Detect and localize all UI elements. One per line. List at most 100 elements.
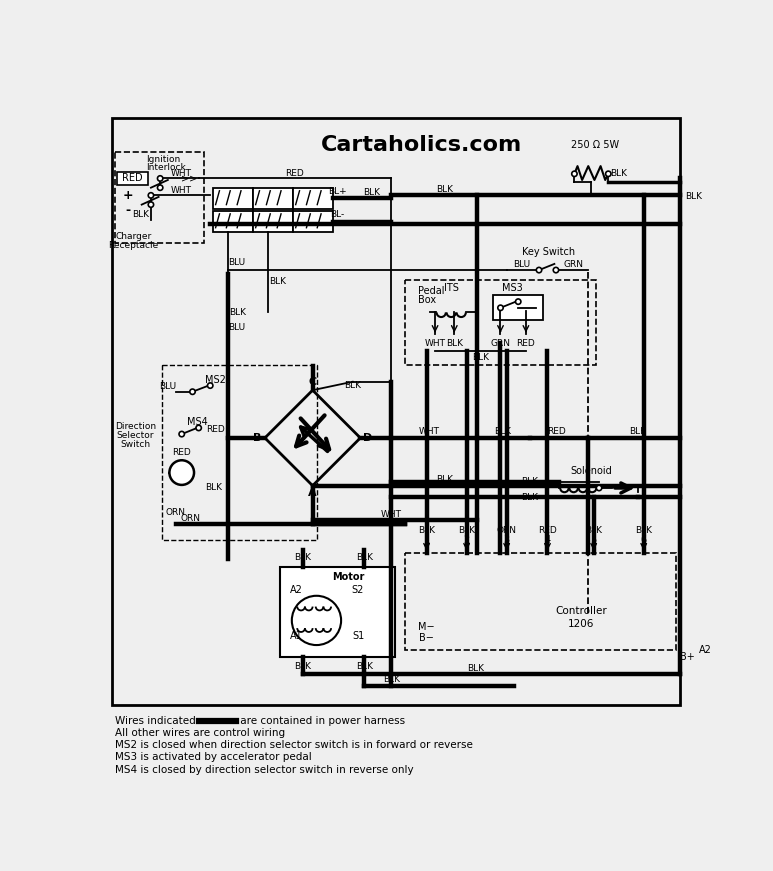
Bar — [253, 187, 293, 209]
Text: BLK: BLK — [344, 381, 361, 390]
Text: BLK: BLK — [437, 475, 454, 484]
Text: BLK: BLK — [356, 553, 373, 562]
Text: WHT: WHT — [424, 339, 445, 348]
Text: A: A — [308, 489, 317, 498]
Text: BLK: BLK — [294, 662, 311, 672]
Text: GRN: GRN — [564, 260, 584, 269]
Text: 1206: 1206 — [568, 618, 594, 629]
Circle shape — [207, 383, 213, 388]
Bar — [112, 118, 680, 706]
Text: ORN: ORN — [497, 526, 516, 535]
Text: >>: >> — [182, 173, 198, 184]
Text: Pedal: Pedal — [418, 286, 444, 296]
Text: ORN: ORN — [165, 508, 186, 517]
Text: S1: S1 — [352, 631, 364, 641]
Bar — [253, 211, 293, 233]
Text: BLU: BLU — [513, 260, 530, 269]
Text: MS2: MS2 — [205, 375, 226, 385]
Text: WHT: WHT — [380, 510, 402, 518]
Text: D: D — [363, 433, 373, 443]
Text: Receptacle: Receptacle — [108, 241, 158, 250]
Text: -: - — [125, 205, 131, 217]
Bar — [117, 172, 148, 185]
Text: +: + — [122, 189, 133, 202]
Text: BLK: BLK — [585, 526, 602, 535]
Text: BLK: BLK — [458, 526, 475, 535]
Text: MS2 is closed when direction selector switch is in forward or reverse: MS2 is closed when direction selector sw… — [115, 740, 473, 750]
Text: BLK: BLK — [363, 188, 380, 197]
Text: BLK: BLK — [437, 185, 454, 193]
Circle shape — [169, 460, 194, 485]
Text: BLK: BLK — [418, 526, 435, 535]
Circle shape — [158, 176, 163, 181]
Circle shape — [498, 305, 503, 310]
Circle shape — [516, 299, 521, 304]
Text: Switch: Switch — [121, 441, 151, 449]
Text: 3: 3 — [503, 535, 509, 544]
Text: A2: A2 — [290, 584, 303, 595]
Bar — [405, 280, 596, 365]
Text: RED: RED — [206, 425, 225, 434]
Text: MS3: MS3 — [502, 283, 523, 293]
Text: BL-: BL- — [330, 210, 345, 219]
Text: B: B — [253, 433, 261, 443]
Text: BLK: BLK — [468, 664, 485, 672]
Bar — [493, 295, 543, 321]
Text: BLK: BLK — [472, 353, 489, 361]
Text: A2: A2 — [699, 645, 712, 655]
Text: WHT: WHT — [171, 169, 192, 179]
Text: MS4: MS4 — [187, 416, 207, 427]
Text: GRN: GRN — [491, 339, 510, 348]
Text: RED: RED — [547, 428, 566, 436]
Text: BLK: BLK — [206, 483, 223, 492]
Text: Wires indicated: Wires indicated — [115, 715, 199, 726]
Text: S2: S2 — [352, 584, 364, 595]
Text: BLU: BLU — [229, 258, 246, 267]
Text: BLK: BLK — [269, 277, 286, 286]
Text: MS3 is activated by accelerator pedal: MS3 is activated by accelerator pedal — [115, 753, 312, 762]
Text: BLK: BLK — [446, 339, 463, 348]
Circle shape — [190, 389, 196, 395]
Text: RED: RED — [122, 173, 143, 184]
Text: WHT: WHT — [419, 428, 440, 436]
Text: BLK: BLK — [521, 493, 538, 502]
Bar — [293, 187, 332, 209]
Circle shape — [553, 267, 559, 273]
Text: BLK: BLK — [294, 553, 311, 562]
Text: Direction: Direction — [115, 422, 156, 431]
Text: BLU: BLU — [159, 381, 176, 391]
Bar — [280, 566, 395, 658]
Text: M−: M− — [418, 622, 435, 631]
Circle shape — [148, 192, 154, 198]
Bar — [293, 211, 332, 233]
Bar — [697, 631, 713, 669]
Text: BLK: BLK — [521, 477, 538, 486]
Text: C: C — [308, 377, 317, 388]
Text: Charger: Charger — [115, 233, 152, 241]
Text: are contained in power harness: are contained in power harness — [237, 715, 405, 726]
Text: All other wires are control wiring: All other wires are control wiring — [115, 728, 285, 738]
Text: WHT: WHT — [171, 186, 192, 195]
Text: RED: RED — [538, 526, 557, 535]
Bar — [115, 152, 204, 243]
Circle shape — [148, 202, 154, 207]
Text: A1: A1 — [290, 631, 303, 641]
Text: BLU: BLU — [229, 323, 246, 333]
Text: BLK: BLK — [635, 526, 652, 535]
Circle shape — [158, 185, 163, 191]
Bar — [162, 365, 317, 540]
Circle shape — [572, 171, 577, 177]
Text: Box: Box — [418, 295, 436, 305]
Text: BLK: BLK — [629, 428, 646, 436]
Text: RED: RED — [172, 448, 191, 457]
Text: 2: 2 — [464, 535, 470, 544]
Text: ORN: ORN — [181, 514, 201, 523]
Circle shape — [596, 485, 601, 490]
Text: 5: 5 — [591, 535, 597, 544]
Text: 6: 6 — [641, 535, 647, 544]
Text: Controller: Controller — [555, 606, 607, 616]
Text: Selector: Selector — [117, 431, 155, 440]
Text: BLK: BLK — [610, 169, 627, 179]
Text: B−: B− — [419, 633, 434, 643]
Text: ITS: ITS — [444, 283, 458, 293]
